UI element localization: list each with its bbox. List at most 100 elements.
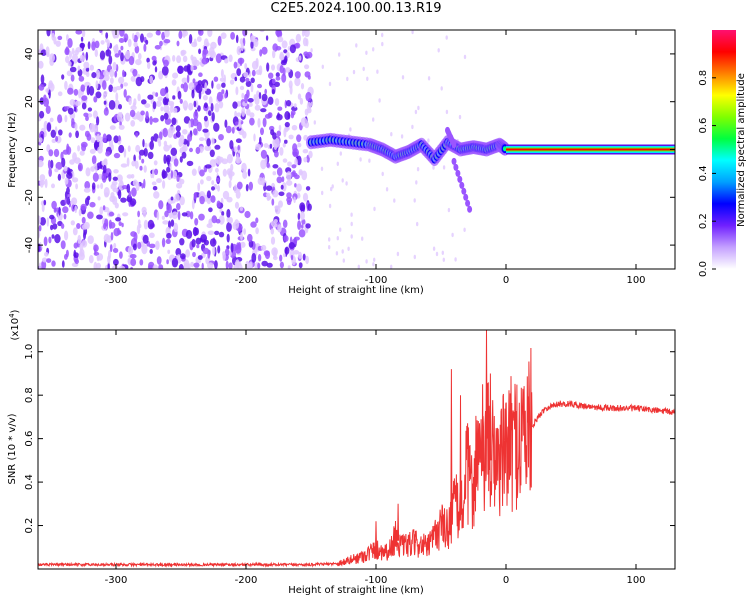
y-tick-label: 0 [24, 146, 35, 152]
noise-blob [229, 140, 234, 150]
noise-blob [331, 184, 334, 189]
noise-blob [54, 168, 59, 173]
noise-blob [153, 168, 159, 175]
colorbar-tick-label: 0.4 [698, 165, 709, 181]
noise-blob [64, 230, 69, 241]
colorbar-tick-label: 0.2 [698, 213, 709, 229]
noise-blob [72, 177, 79, 183]
noise-blob [289, 85, 293, 95]
noise-blob [217, 185, 220, 192]
noise-blob [50, 129, 56, 138]
noise-blob [82, 224, 88, 230]
y-tick-label: 20 [24, 95, 35, 108]
trace-tail [463, 193, 469, 201]
noise-blob [289, 236, 293, 244]
noise-blob [72, 227, 78, 236]
noise-blob [302, 30, 307, 34]
noise-blob [161, 237, 166, 248]
noise-blob [209, 238, 217, 247]
noise-blob [298, 229, 306, 238]
noise-blob [250, 40, 254, 49]
noise-blob [106, 134, 112, 142]
noise-blob [79, 150, 85, 156]
noise-blob [78, 164, 82, 171]
noise-blob [141, 183, 144, 189]
noise-blob [260, 159, 267, 170]
noise-blob [119, 30, 125, 37]
noise-blob [271, 78, 276, 85]
noise-blob [279, 254, 283, 262]
noise-blob [274, 205, 280, 210]
noise-blob [276, 176, 283, 184]
noise-blob [105, 32, 109, 39]
noise-blob [120, 197, 127, 203]
noise-blob [209, 149, 215, 158]
noise-blob [164, 30, 170, 38]
noise-blob [283, 235, 289, 242]
noise-blob [304, 71, 311, 78]
noise-blob [139, 259, 144, 266]
noise-blob [186, 160, 194, 167]
noise-blob [260, 244, 267, 251]
noise-blob [336, 236, 339, 241]
noise-blob [102, 80, 107, 90]
noise-blob [81, 216, 86, 224]
noise-blob [146, 57, 150, 63]
noise-blob [244, 210, 251, 219]
noise-blob [260, 108, 267, 113]
noise-blob [432, 246, 436, 251]
noise-blob [416, 167, 420, 172]
noise-blob [279, 51, 284, 60]
y-tick-label: -20 [24, 189, 35, 205]
noise-blob [186, 63, 191, 71]
noise-blob [242, 170, 248, 179]
noise-blob [54, 234, 61, 244]
noise-blob [93, 110, 98, 119]
noise-blob [301, 170, 308, 181]
noise-blob [352, 69, 356, 75]
noise-blob [89, 123, 96, 133]
noise-blob [306, 101, 312, 111]
noise-blob [288, 242, 295, 249]
noise-blob [454, 257, 457, 262]
noise-blob [145, 111, 149, 120]
noise-blob [99, 50, 106, 60]
noise-blob [112, 61, 117, 71]
noise-blob [209, 50, 217, 59]
noise-blob [302, 149, 309, 154]
noise-blob [300, 83, 305, 90]
noise-blob [235, 34, 239, 44]
noise-blob [66, 187, 70, 195]
noise-blob [106, 39, 111, 48]
page-title: C2E5.2024.100.00.13.R19 [270, 1, 442, 16]
noise-blob [130, 105, 137, 111]
noise-blob [79, 42, 86, 49]
noise-blob [291, 124, 298, 131]
noise-blob [161, 170, 168, 179]
noise-blob [95, 69, 101, 80]
noise-blob [161, 66, 169, 76]
noise-blob [138, 154, 142, 161]
noise-blob [263, 250, 270, 257]
noise-blob [83, 61, 90, 69]
y-tick-label: -40 [24, 237, 35, 253]
noise-blob [62, 206, 69, 214]
noise-blob [302, 253, 306, 261]
noise-blob [140, 76, 145, 83]
noise-blob [60, 223, 65, 229]
noise-blob [85, 167, 91, 177]
noise-blob [240, 42, 244, 52]
noise-blob [71, 47, 75, 55]
noise-blob [46, 258, 52, 263]
noise-blob [111, 180, 118, 186]
noise-blob [199, 169, 205, 177]
noise-blob [102, 205, 106, 211]
noise-blob [235, 138, 242, 143]
noise-blob [229, 250, 232, 257]
noise-blob [222, 168, 227, 177]
noise-blob [140, 110, 145, 116]
noise-blob [96, 184, 100, 189]
noise-blob [117, 189, 122, 200]
noise-blob [350, 221, 353, 227]
noise-blob [189, 147, 193, 153]
